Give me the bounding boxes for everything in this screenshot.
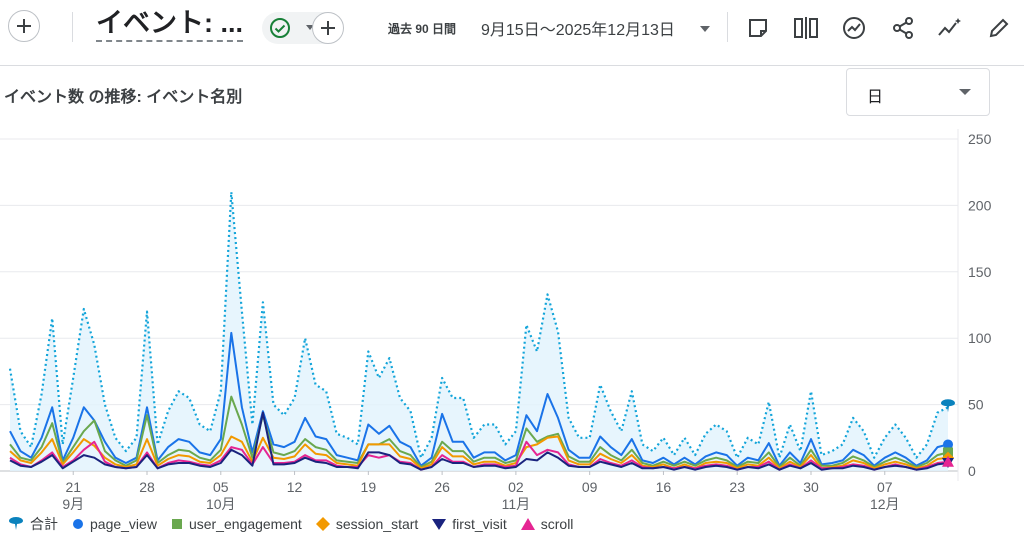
granularity-select[interactable]: 日 — [846, 68, 990, 116]
x-tick-label: 09 — [582, 479, 598, 495]
insights-button[interactable] — [840, 14, 868, 42]
legend-item-page-view[interactable]: page_view — [72, 516, 157, 532]
x-tick-label: 16 — [656, 479, 672, 495]
triangle-up-marker-icon — [520, 518, 535, 530]
series-line-user-engagement — [9, 395, 949, 468]
legend-label: 合計 — [30, 516, 58, 532]
series-end-marker-page-view — [943, 439, 953, 450]
plus-icon — [17, 19, 31, 33]
series-line-session-start — [9, 435, 949, 470]
toolbar-divider — [72, 12, 73, 42]
drop-marker-icon — [8, 517, 24, 530]
y-tick-label: 50 — [968, 397, 984, 413]
legend-label: user_engagement — [188, 516, 302, 532]
y-tick-label: 150 — [968, 264, 992, 280]
series-line-first-visit — [9, 411, 949, 471]
compare-button[interactable] — [792, 14, 820, 42]
legend-item-first-visit[interactable]: first_visit — [432, 516, 507, 532]
compare-columns-icon — [794, 17, 818, 39]
x-tick-month-label: 9月 — [62, 496, 84, 510]
square-marker-icon — [171, 519, 182, 529]
top-toolbar: イベント: ... 過去 90 日間 9月15日～2025年12月13日 — [0, 0, 1024, 66]
toolbar-divider — [727, 12, 728, 42]
x-tick-month-label: 10月 — [206, 496, 236, 510]
x-tick-month-label: 11月 — [502, 496, 531, 510]
legend-item-session-start[interactable]: session_start — [315, 516, 419, 532]
x-tick-label: 28 — [139, 479, 155, 495]
x-tick-label: 19 — [361, 479, 377, 495]
date-range-label: 過去 90 日間 — [388, 22, 457, 36]
pencil-icon — [989, 18, 1009, 38]
add-comparison-button[interactable] — [8, 10, 40, 42]
x-tick-label: 07 — [877, 479, 893, 495]
x-tick-label: 05 — [213, 479, 229, 495]
granularity-value: 日 — [867, 89, 884, 106]
chevron-down-icon — [959, 89, 971, 95]
trend-sparkle-icon — [938, 18, 961, 36]
y-tick-label: 100 — [968, 330, 992, 346]
total-area — [10, 192, 948, 471]
legend-label: session_start — [335, 516, 419, 532]
y-tick-label: 250 — [968, 131, 992, 147]
legend-item-scroll[interactable]: scroll — [520, 516, 574, 532]
insights-icon — [843, 17, 865, 39]
customize-report-button[interactable] — [744, 14, 772, 42]
x-tick-label: 23 — [729, 479, 745, 495]
x-tick-label: 12 — [287, 479, 303, 495]
plus-icon — [321, 21, 335, 35]
x-tick-label: 30 — [803, 479, 819, 495]
x-tick-month-label: 12月 — [870, 496, 900, 510]
series-line-page-view — [9, 331, 949, 467]
legend-item-total[interactable]: 合計 — [8, 514, 58, 534]
x-tick-label: 21 — [65, 479, 81, 495]
date-dropdown-icon[interactable] — [699, 25, 711, 33]
triangle-down-marker-icon — [432, 519, 447, 530]
note-icon — [749, 19, 767, 37]
trend-sparkle-button[interactable] — [936, 14, 964, 42]
chart-card-title: イベント数 の推移: イベント名別 — [4, 89, 243, 106]
share-button[interactable] — [889, 14, 917, 42]
y-tick-label: 0 — [968, 463, 976, 479]
diamond-marker-icon — [315, 517, 330, 531]
legend-label: first_visit — [452, 516, 507, 532]
legend-label: page_view — [90, 516, 157, 532]
x-tick-label: 02 — [508, 479, 524, 495]
report-title[interactable]: イベント: ... — [96, 6, 243, 42]
y-tick-label: 200 — [968, 197, 992, 213]
series-end-marker-scroll — [942, 455, 954, 467]
edit-button[interactable] — [985, 14, 1013, 42]
circle-marker-icon — [73, 519, 83, 529]
x-tick-label: 26 — [434, 479, 450, 495]
chart-legend: 合計 page_view user_engagement session_sta… — [8, 514, 587, 534]
add-filter-button[interactable] — [312, 12, 344, 44]
share-icon — [893, 17, 913, 39]
date-range-value[interactable]: 9月15日～2025年12月13日 — [481, 22, 675, 39]
series-end-marker-total — [940, 399, 956, 413]
legend-item-user-engagement[interactable]: user_engagement — [171, 516, 302, 532]
check-circle-icon — [270, 18, 290, 38]
legend-label: scroll — [540, 516, 574, 532]
